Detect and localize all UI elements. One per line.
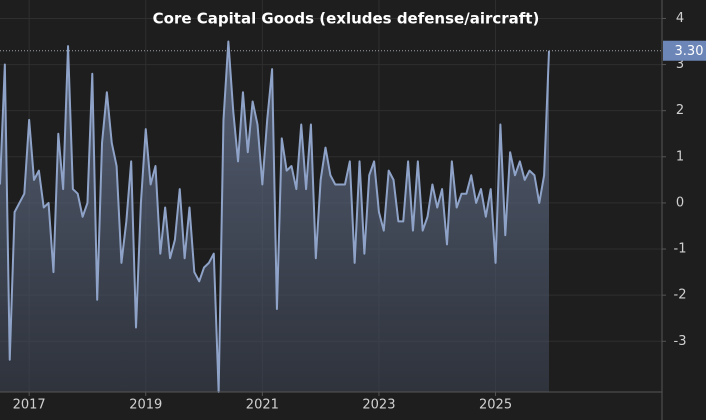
y-tick-label: -2: [674, 288, 687, 303]
y-tick-label: 4: [676, 11, 684, 26]
y-tick-label: -1: [674, 242, 687, 257]
y-tick-label: 3: [676, 57, 684, 72]
plot: [0, 40, 662, 393]
y-tick-label: -3: [674, 334, 687, 349]
x-tick-label: 2017: [13, 398, 46, 413]
x-tick-label: 2019: [129, 398, 162, 413]
chart-title: Core Capital Goods (exludes defense/airc…: [153, 10, 540, 28]
y-tick-label: 1: [676, 149, 684, 164]
y-tick-label: 2: [676, 103, 684, 118]
last-value-label: 3.30: [675, 44, 704, 59]
x-tick-label: 2025: [479, 398, 512, 413]
line: [0, 40, 551, 393]
last-value-box: [663, 40, 706, 61]
y-tick-label: 0: [676, 195, 684, 210]
x-tick-label: 2021: [246, 398, 279, 413]
axis-labels: -3 -2 -1 0 1 2 3 4 2017 2019 2021 2023 2025 3.30: [13, 11, 706, 413]
x-tick-label: 2023: [362, 398, 395, 413]
